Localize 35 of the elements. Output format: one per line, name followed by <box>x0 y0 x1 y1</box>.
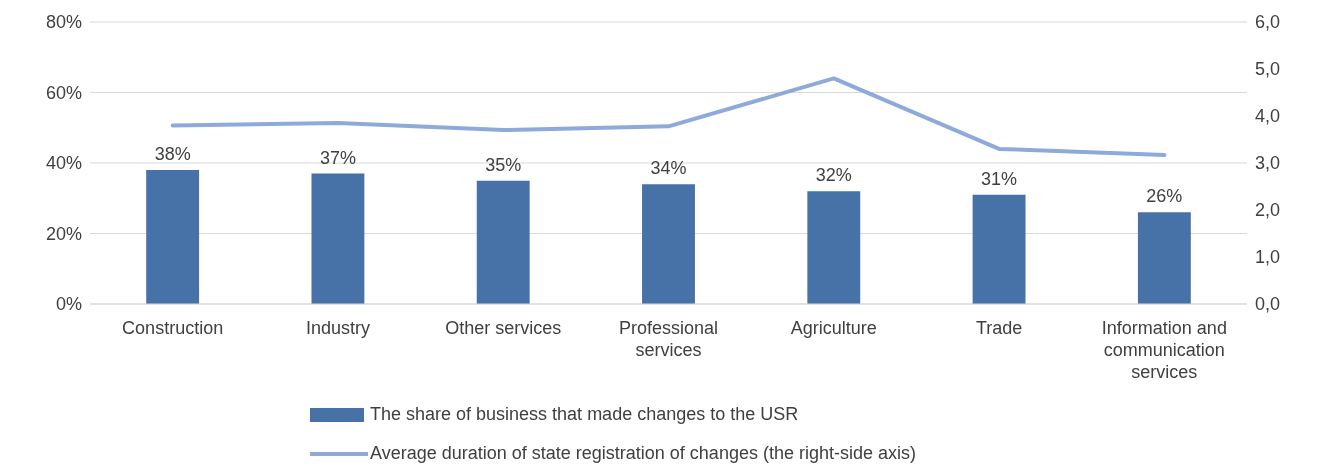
bar <box>972 194 1026 304</box>
y-tick-label: 20% <box>45 223 82 244</box>
x-tick-label: Agriculture <box>790 318 877 338</box>
x-tick-label: Professional services <box>618 318 719 360</box>
bar <box>476 180 530 304</box>
data-label: 32% <box>815 165 852 186</box>
x-tick-label: Trade <box>975 318 1023 338</box>
x-tick-label: Information and communication services <box>1101 318 1227 382</box>
legend-label: The share of business that made changes to the USR <box>370 404 799 425</box>
bar <box>807 191 861 304</box>
y2-tick-label: 6,0 <box>1255 12 1281 33</box>
y2-tick-label: 3,0 <box>1255 153 1281 174</box>
data-label: 31% <box>981 168 1018 189</box>
data-label: 38% <box>154 144 191 165</box>
y-tick-label: 0% <box>55 294 82 315</box>
legend-label: Average duration of state registration of changes (the right-side axis) <box>370 443 916 464</box>
y2-tick-label: 1,0 <box>1255 247 1281 268</box>
bar <box>146 170 200 304</box>
x-tick-label: Construction <box>122 318 224 338</box>
y-tick-label: 40% <box>45 153 82 174</box>
bar <box>1137 212 1191 304</box>
data-label: 34% <box>650 158 687 179</box>
y2-tick-label: 5,0 <box>1255 59 1281 80</box>
y-tick-label: 60% <box>45 82 82 103</box>
x-tick-label: Other services <box>445 318 562 338</box>
data-label: 26% <box>1146 186 1183 207</box>
data-label: 35% <box>485 154 522 175</box>
y2-tick-label: 2,0 <box>1255 200 1281 221</box>
bar <box>311 173 365 304</box>
bar <box>642 184 695 304</box>
y2-tick-label: 4,0 <box>1255 106 1281 127</box>
y-tick-label: 80% <box>45 12 82 33</box>
y2-tick-label: 0,0 <box>1255 294 1281 315</box>
data-label: 37% <box>319 147 356 168</box>
x-tick-label: Industry <box>305 318 370 338</box>
